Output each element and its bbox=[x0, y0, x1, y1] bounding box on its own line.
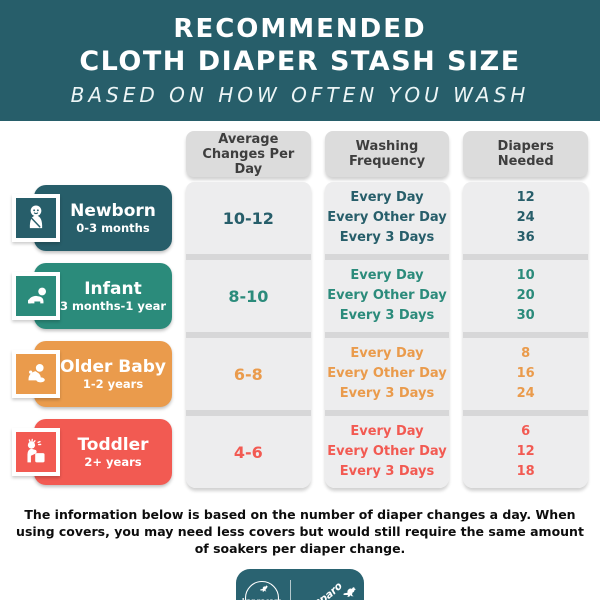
rumparooz-wordmark: rumparooz bbox=[296, 575, 345, 600]
stage-age: 0-3 months bbox=[76, 220, 150, 235]
column-washing-frequency: Washing Frequency Every Day Every Other … bbox=[324, 131, 450, 494]
needed-cell-newborn: 12 24 36 bbox=[463, 182, 589, 254]
frequency-cell-older-baby: Every Day Every Other Day Every 3 Days bbox=[324, 338, 450, 410]
needed-cell-toddler: 6 12 18 bbox=[463, 416, 589, 488]
kangacare-wordmark: kangacare bbox=[242, 597, 282, 600]
needed-value: 24 bbox=[516, 386, 535, 401]
frequency-line: Every Day bbox=[350, 346, 424, 361]
row-separator bbox=[186, 332, 311, 338]
svg-text:rumparooz: rumparooz bbox=[296, 575, 345, 600]
frequency-line: Every Day bbox=[350, 268, 424, 283]
frequency-cell-newborn: Every Day Every Other Day Every 3 Days bbox=[324, 182, 450, 254]
sitting-baby-icon bbox=[12, 350, 60, 398]
column-header-diapers-needed: Diapers Needed bbox=[463, 131, 589, 177]
row-separator bbox=[463, 332, 589, 338]
poster-header: RECOMMENDED CLOTH DIAPER STASH SIZE BASE… bbox=[0, 0, 600, 121]
swaddled-baby-icon bbox=[12, 194, 60, 242]
changes-cell-newborn: 10-12 bbox=[186, 182, 311, 254]
needed-cell-older-baby: 8 16 24 bbox=[463, 338, 589, 410]
row-separator bbox=[463, 410, 589, 416]
frequency-line: Every Day bbox=[350, 424, 424, 439]
needed-value: 24 bbox=[516, 210, 535, 225]
frequency-line: Every 3 Days bbox=[339, 386, 435, 401]
changes-value: 10-12 bbox=[222, 208, 274, 228]
row-separator bbox=[324, 332, 450, 338]
footer-note: The information below is based on the nu… bbox=[16, 507, 584, 556]
needed-value: 10 bbox=[516, 268, 535, 283]
stage-name: Older Baby bbox=[60, 356, 166, 377]
needed-cell-infant: 10 20 30 bbox=[463, 260, 589, 332]
frequency-line: Every Other Day bbox=[327, 210, 447, 225]
row-label-newborn: Newborn 0-3 months bbox=[10, 182, 172, 254]
frequency-line: Every 3 Days bbox=[339, 308, 435, 323]
needed-value: 16 bbox=[516, 366, 535, 381]
stage-age: 2+ years bbox=[84, 454, 142, 469]
changes-cell-older-baby: 6-8 bbox=[186, 338, 311, 410]
crawling-baby-icon bbox=[12, 272, 60, 320]
frequency-line: Every Other Day bbox=[327, 366, 447, 381]
needed-value: 12 bbox=[516, 444, 535, 459]
stage-age: 1-2 years bbox=[82, 376, 144, 391]
row-separator bbox=[324, 254, 450, 260]
changes-value: 6-8 bbox=[233, 364, 263, 384]
row-separator bbox=[324, 410, 450, 416]
brand-logo-bar: kangacare rumparooz bbox=[236, 569, 364, 600]
changes-value: 8-10 bbox=[228, 286, 269, 306]
needed-value: 6 bbox=[521, 424, 531, 439]
age-group-column: Newborn 0-3 months Infant 3 months-1 yea… bbox=[10, 131, 172, 494]
stash-size-table: Newborn 0-3 months Infant 3 months-1 yea… bbox=[0, 121, 600, 494]
column-average-changes: Average Changes Per Day 10-12 8-10 6-8 4… bbox=[186, 131, 311, 494]
subtitle: BASED ON HOW OFTEN YOU WASH bbox=[70, 83, 530, 107]
needed-value: 8 bbox=[521, 346, 531, 361]
needed-value: 20 bbox=[516, 288, 535, 303]
changes-cell-toddler: 4-6 bbox=[186, 416, 311, 488]
frequency-line: Every Other Day bbox=[327, 288, 447, 303]
frequency-cell-infant: Every Day Every Other Day Every 3 Days bbox=[324, 260, 450, 332]
changes-cell-infant: 8-10 bbox=[186, 260, 311, 332]
title-line-1: RECOMMENDED bbox=[173, 14, 427, 44]
frequency-line: Every Other Day bbox=[327, 444, 447, 459]
title-line-2: CLOTH DIAPER STASH SIZE bbox=[79, 46, 521, 77]
column-header-washing-frequency: Washing Frequency bbox=[324, 131, 450, 177]
row-label-older-baby: Older Baby 1-2 years bbox=[10, 338, 172, 410]
column-diapers-needed: Diapers Needed 12 24 36 10 20 30 8 16 24… bbox=[463, 131, 589, 494]
frequency-line: Every 3 Days bbox=[339, 230, 435, 245]
frequency-line: Every 3 Days bbox=[339, 464, 435, 479]
row-separator bbox=[186, 254, 311, 260]
kangaroo-icon bbox=[342, 586, 356, 597]
row-separator bbox=[463, 254, 589, 260]
kangacare-logo: kangacare bbox=[242, 580, 282, 600]
needed-value: 36 bbox=[516, 230, 535, 245]
needed-value: 30 bbox=[516, 308, 535, 323]
frequency-cell-toddler: Every Day Every Other Day Every 3 Days bbox=[324, 416, 450, 488]
toddler-with-block-icon bbox=[12, 428, 60, 476]
needed-value: 18 bbox=[516, 464, 535, 479]
logo-divider bbox=[289, 579, 291, 600]
header-spacer bbox=[10, 131, 172, 182]
stage-name: Toddler bbox=[77, 434, 149, 455]
rumparooz-logo: rumparooz bbox=[296, 575, 356, 600]
column-header-average-changes: Average Changes Per Day bbox=[186, 131, 311, 177]
column-cells: Every Day Every Other Day Every 3 Days E… bbox=[324, 182, 450, 488]
kangaroo-mini-icon bbox=[259, 585, 268, 592]
changes-value: 4-6 bbox=[233, 442, 263, 462]
frequency-line: Every Day bbox=[350, 190, 424, 205]
column-cells: 12 24 36 10 20 30 8 16 24 6 12 18 bbox=[463, 182, 589, 488]
column-cells: 10-12 8-10 6-8 4-6 bbox=[186, 182, 311, 488]
row-label-infant: Infant 3 months-1 year bbox=[10, 260, 172, 332]
stage-name: Newborn bbox=[70, 200, 156, 221]
row-separator bbox=[186, 410, 311, 416]
stage-name: Infant bbox=[84, 278, 142, 299]
stage-age: 3 months-1 year bbox=[59, 298, 167, 313]
row-label-toddler: Toddler 2+ years bbox=[10, 416, 172, 488]
needed-value: 12 bbox=[516, 190, 535, 205]
